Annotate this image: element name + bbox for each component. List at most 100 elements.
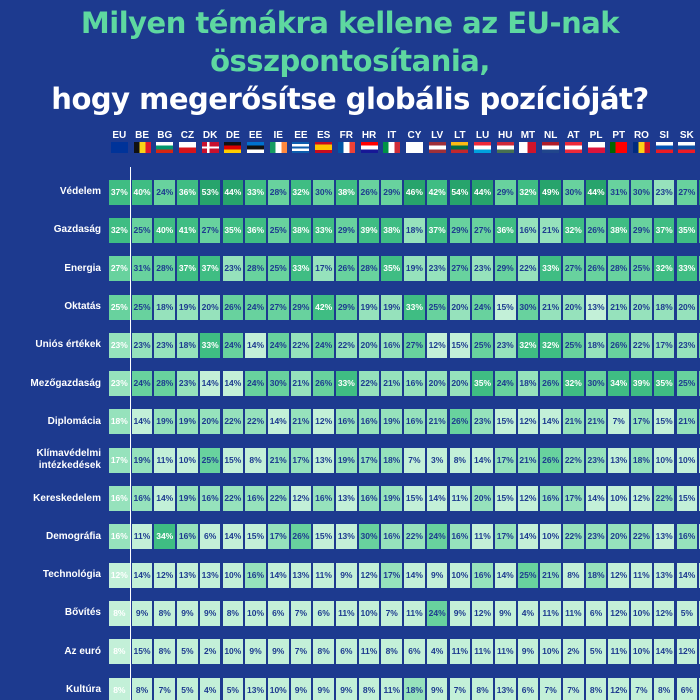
heatmap-cell: 9% [426,562,448,588]
heatmap-cell: 19% [336,447,357,473]
row-label-line: Diplomácia [47,415,101,427]
heatmap-cell: 32% [540,332,561,358]
country-code: LV [431,130,444,141]
heatmap-cell: 26% [608,332,630,358]
heatmap-cell: 9% [449,600,471,626]
spain-flag-icon [315,142,333,153]
heatmap-cell: 9% [177,600,198,626]
heatmap-cell: 12% [426,332,448,358]
country-code: IT [387,130,397,141]
heatmap-cell: 16% [358,409,380,435]
heatmap-cell: 30% [517,294,539,320]
heatmap-cell: 22% [336,332,357,358]
heatmap-cell: 20% [563,294,584,320]
heatmap-cell: 19% [177,409,198,435]
germany-flag-icon [224,142,242,153]
heatmap-cell: 41% [177,217,198,243]
heatmap-cell: 14% [131,409,153,435]
heatmap-cell: 11% [154,447,176,473]
heatmap-cell: 9% [494,600,516,626]
heatmap-cell: 19% [131,447,153,473]
row-label: Oktatás [0,301,101,313]
heatmap-cell: 33% [245,179,266,205]
heatmap-cell: 23% [585,447,607,473]
france-flag-icon [337,142,355,153]
heatmap-cell: 22% [517,256,539,282]
heatmap-cell: 23% [472,409,493,435]
heatmap-cell: 28% [154,371,176,397]
heatmap-cell: 6% [199,524,221,550]
heatmap-cell: 2% [199,639,221,665]
heatmap-cell: 17% [313,256,334,282]
heatmap-cell: 7% [404,447,425,473]
heatmap-cell: 5% [585,639,607,665]
country-code: EE [248,130,263,141]
heatmap-cell: 14% [222,371,244,397]
row-label-line: Demográfia [45,530,101,542]
heatmap-cell: 22% [563,524,584,550]
heatmap-cell: 22% [245,409,266,435]
heatmap-cell: 15% [676,486,698,512]
heatmap-cell: 21% [540,217,561,243]
heatmap-cell: 13% [653,524,675,550]
heatmap-cell: 35% [472,371,493,397]
heatmap-cell: 19% [404,256,425,282]
heatmap-cell: 16% [245,562,266,588]
heatmap-cell: 10% [222,562,244,588]
heatmap-cell: 13% [245,677,266,700]
heatmap-cell: 21% [290,371,312,397]
eu-column-divider [130,167,132,700]
heatmap-cell: 11% [494,639,516,665]
ireland-flag-icon [269,142,287,153]
heatmap-cell: 13% [313,447,334,473]
heatmap-cell: 7% [563,677,584,700]
heatmap-cell: 25% [676,371,698,397]
row-label-line: Energia [64,262,101,274]
heatmap-cell: 14% [154,486,176,512]
heatmap-cell: 14% [585,486,607,512]
heatmap-cell: 26% [585,217,607,243]
estonia-flag-icon [247,142,265,153]
heatmap-cell: 23% [426,256,448,282]
heatmap-cell: 49% [540,179,561,205]
country-code: IE [273,130,283,141]
heatmap-cell: 31% [608,179,630,205]
heatmap-cell: 26% [540,371,561,397]
heatmap-cell: 17% [381,562,403,588]
heatmap-cell: 13% [494,677,516,700]
heatmap-cell: 7% [449,677,471,700]
heatmap-cell: 16% [381,332,403,358]
heatmap-cell: 13% [290,562,312,588]
heatmap-cell: 6% [267,600,289,626]
heatmap-cell: 33% [313,217,334,243]
heatmap-cell: 42% [313,294,334,320]
heatmap-cell: 15% [131,639,153,665]
slovakia-flag-icon [678,142,696,153]
heatmap-cell: 24% [426,600,448,626]
heatmap-cell: 15% [313,524,334,550]
eu-flag-icon [110,142,128,153]
heatmap-cell: 8% [313,639,334,665]
heatmap-cell: 11% [381,677,403,700]
row-label: Kereskedelem [0,493,101,505]
heatmap-cell: 13% [336,486,357,512]
country-code: PL [589,130,603,141]
heatmap-cell: 18% [404,217,425,243]
row-label-line: Klímavédelmi [36,448,101,460]
heatmap-cell: 7% [381,600,403,626]
heatmap-cell: 10% [540,524,561,550]
heatmap-cell: 6% [336,639,357,665]
country-code: LU [475,130,490,141]
heatmap-cell: 21% [585,409,607,435]
heatmap-cell: 6% [404,639,425,665]
heatmap-cell: 18% [381,447,403,473]
heatmap-cell: 27% [563,256,584,282]
heatmap-cell: 9% [131,600,153,626]
heatmap-cell: 34% [154,524,176,550]
heatmap-cell: 22% [222,486,244,512]
heatmap-cell: 16% [109,486,130,512]
heatmap-cell: 10% [177,447,198,473]
country-code: FR [339,130,354,141]
romania-flag-icon [632,142,650,153]
heatmap-cell: 6% [517,677,539,700]
